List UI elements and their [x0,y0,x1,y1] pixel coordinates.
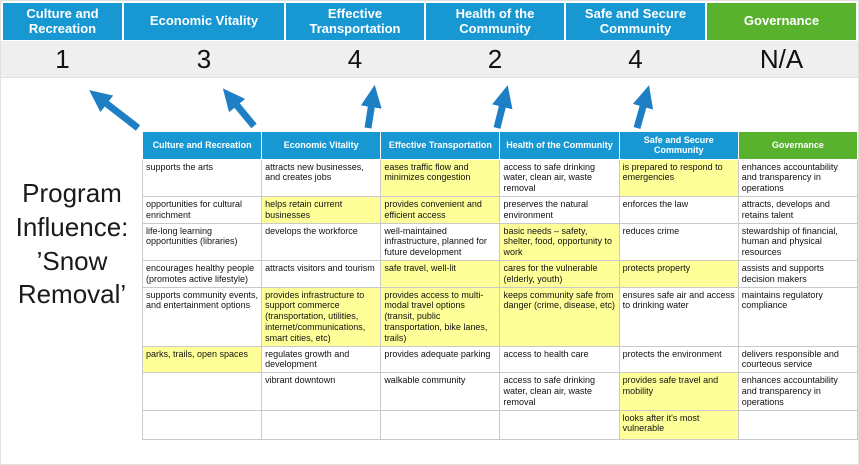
matrix-cell: eases traffic flow and minimizes congest… [380,158,501,198]
arrow-health [492,85,513,129]
matrix-cell: reduces crime [618,222,739,262]
matrix-cell: enforces the law [618,196,739,224]
table-row: parks, trails, open spaces regulates grow… [141,345,858,374]
matrix-cell: provides convenient and efficient access [380,196,501,224]
matrix-header-culture-and-recreation: Culture and Recreation [141,131,263,160]
benefits-table: Culture and Recreation Economic Vitality E… [141,131,858,440]
matrix-header-governance: Governance [737,131,858,160]
matrix-cell-empty [499,409,620,440]
matrix-cell: provides adequate parking [380,345,501,374]
matrix-cell: well-maintained infrastructure, planned … [380,222,501,262]
matrix-cell: parks, trails, open spaces [141,345,263,374]
matrix-cell: protects the environment [618,345,739,374]
matrix-cell: supports the arts [141,158,263,198]
matrix-cell: keeps community safe from danger (crime,… [499,286,620,347]
matrix-cell: is prepared to respond to emergencies [618,158,739,198]
matrix-cell: enhances accountability and transparency… [737,158,858,198]
score-culture-and-recreation: 1 [55,43,70,74]
matrix-cell: provides safe travel and mobility [618,372,739,411]
matrix-cell: supports community events, and entertain… [141,286,263,347]
matrix-cell: delivers responsible and courteous servi… [737,345,858,374]
matrix-cell-empty [380,409,501,440]
matrix-cell: vibrant downtown [261,372,382,411]
table-row: vibrant downtown walkable community access… [141,372,858,411]
matrix-header-economic-vitality: Economic Vitality [261,131,382,160]
table-row: opportunities for cultural enrichment hel… [141,196,858,224]
matrix-header-safe-and-secure-community: Safe and Secure Community [618,131,739,160]
arrow-transportation [360,84,382,129]
matrix-cell: regulates growth and development [261,345,382,374]
pillar-header-economic-vitality: Economic Vitality [124,3,284,40]
pillar-header-health-of-the-community: Health of the Community [426,3,564,40]
matrix-cell: attracts new businesses, and creates job… [261,158,382,198]
matrix-cell: encourages healthy people (promotes acti… [141,260,263,288]
table-row: life-long learning opportunities (librar… [141,222,858,262]
score-safe-and-secure-community: 4 [628,43,643,74]
matrix-cell: provides access to multi-modal travel op… [380,286,501,347]
pillar-header-governance: Governance [707,3,856,40]
matrix-cell: basic needs – safety, shelter, food, opp… [499,222,620,262]
matrix-cell: life-long learning opportunities (librar… [141,222,263,262]
matrix-cell: provides infrastructure to support comme… [261,286,382,347]
benefits-matrix: Culture and Recreation Economic Vitality E… [141,131,858,440]
table-row: encourages healthy people (promotes acti… [141,260,858,288]
arrow-culture [89,90,141,131]
matrix-cell: opportunities for cultural enrichment [141,196,263,224]
pillar-header-culture-and-recreation: Culture and Recreation [3,3,122,40]
arrow-economic [222,88,257,129]
pillar-header-safe-and-secure-community: Safe and Secure Community [566,3,705,40]
score-effective-transportation: 4 [347,43,363,74]
matrix-cell: develops the workforce [261,222,382,262]
matrix-header-effective-transportation: Effective Transportation [380,131,501,160]
pillar-header-row: Culture and Recreation Economic Vitality E… [1,3,858,40]
matrix-cell: helps retain current businesses [261,196,382,224]
matrix-cell: walkable community [380,372,501,411]
matrix-cell: attracts, develops and retains talent [737,196,858,224]
program-influence-label: Program Influence: ’Snow Removal’ [15,178,129,310]
matrix-header-row: Culture and Recreation Economic Vitality E… [141,131,858,160]
matrix-cell-empty [141,372,263,411]
matrix-cell: assists and supports decision makers [737,260,858,288]
matrix-cell: maintains regulatory compliance [737,286,858,347]
matrix-cell: access to safe drinking water, clean air… [499,158,620,198]
table-row: looks after it's most vulnerable [141,409,858,440]
score-health-of-the-community: 2 [487,43,503,74]
score-governance: N/A [759,43,804,74]
matrix-cell: looks after it's most vulnerable [618,409,739,440]
matrix-cell: attracts visitors and tourism [261,260,382,288]
score-band: 1 3 4 2 4 N/A [1,41,858,78]
matrix-cell: access to health care [499,345,620,374]
matrix-cell: protects property [618,260,739,288]
matrix-cell: stewardship of financial, human and phys… [737,222,858,262]
table-row: supports the arts attracts new businesses… [141,158,858,198]
matrix-cell: safe travel, well-lit [380,260,501,288]
matrix-cell-empty [261,409,382,440]
arrow-safe [632,85,654,129]
table-row: supports community events, and entertain… [141,286,858,347]
matrix-cell-empty [141,409,263,440]
matrix-cell: cares for the vulnerable (elderly, youth… [499,260,620,288]
matrix-cell: access to safe drinking water, clean air… [499,372,620,411]
score-economic-vitality: 3 [196,43,212,74]
pillar-header-effective-transportation: Effective Transportation [286,3,424,40]
matrix-cell: preserves the natural environment [499,196,620,224]
matrix-cell: enhances accountability and transparency… [737,372,858,411]
matrix-cell-empty [737,409,858,440]
matrix-header-health-of-the-community: Health of the Community [499,131,620,160]
matrix-cell: ensures safe air and access to drinking … [618,286,739,347]
